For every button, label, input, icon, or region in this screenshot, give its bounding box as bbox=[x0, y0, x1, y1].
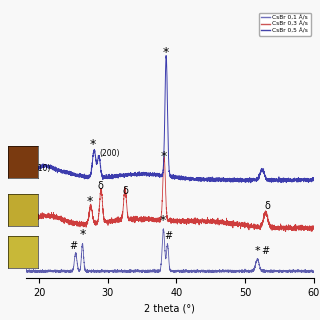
Legend: CsBr 0,1 Å/s, CsBr 0,3 Å/s, CsBr 0,5 Å/s: CsBr 0,1 Å/s, CsBr 0,3 Å/s, CsBr 0,5 Å/s bbox=[259, 12, 311, 36]
Text: *: * bbox=[90, 138, 96, 151]
Text: δ: δ bbox=[264, 201, 270, 211]
Text: *: * bbox=[80, 228, 86, 241]
Text: (110): (110) bbox=[30, 164, 51, 173]
Text: *: * bbox=[161, 150, 167, 163]
Text: δ: δ bbox=[97, 181, 103, 191]
Text: #: # bbox=[164, 231, 172, 241]
Text: #: # bbox=[69, 241, 78, 252]
Text: *: * bbox=[160, 214, 166, 227]
X-axis label: 2 theta (°): 2 theta (°) bbox=[144, 304, 195, 314]
Text: *: * bbox=[163, 46, 169, 59]
Text: (200): (200) bbox=[99, 149, 119, 158]
Text: δ: δ bbox=[122, 186, 128, 196]
Text: *: * bbox=[87, 195, 93, 208]
Text: #: # bbox=[261, 246, 269, 256]
Text: *: * bbox=[254, 246, 260, 256]
